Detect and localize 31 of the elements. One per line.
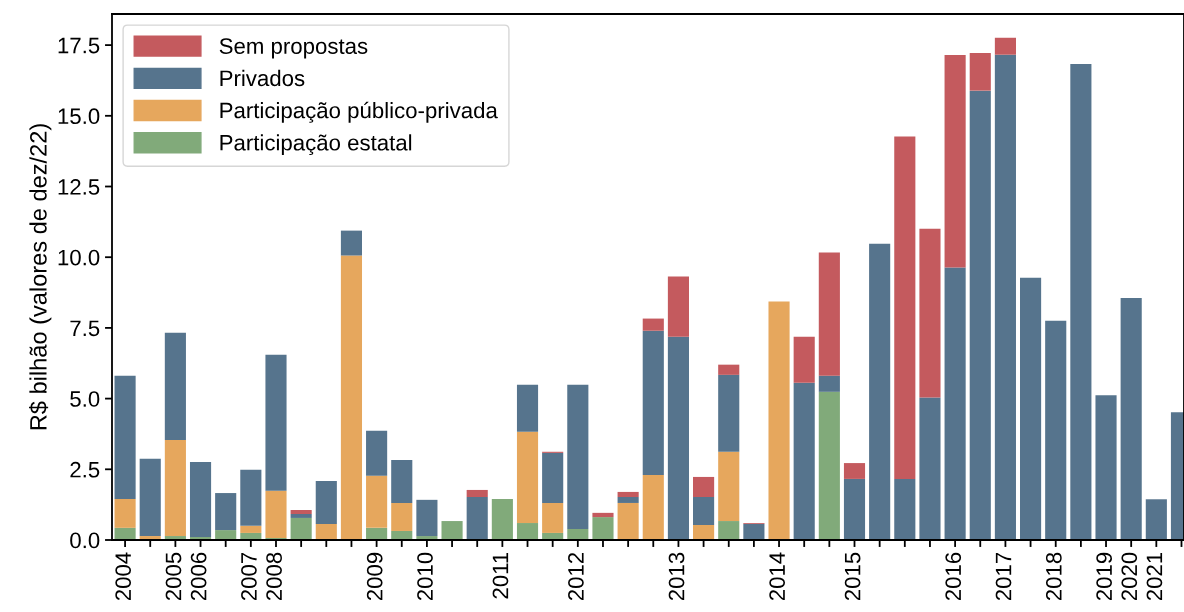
legend-label: Participação público-privada [220,101,498,123]
x-tick-label: 2006 [190,552,207,601]
y-tick-label: 2.5 [70,461,100,478]
x-tick-label: 2016 [945,552,962,601]
x-tick-label: 2013 [668,552,685,601]
y-tick-label: 0.0 [70,532,100,549]
x-tick-label: 2020 [1121,552,1138,601]
x-tick-label: 2021 [1146,552,1163,601]
x-tick-label: 2010 [417,552,433,601]
x-tick-label: 2012 [568,552,584,601]
y-tick-label: 10.0 [58,249,100,266]
y-tick-label: 5.0 [70,391,100,407]
x-tick-label: 2019 [1096,552,1112,601]
x-tick-label: 2011 [492,552,509,599]
x-tick-label: 2017 [995,552,1012,601]
x-tick-label: 2005 [165,552,182,601]
x-tick-label: 2015 [844,552,861,601]
y-axis-title: R$ bilhão (valores de dez/22) [29,124,52,430]
legend-label: Sem propostas [219,38,368,59]
x-tick-label: 2018 [1045,552,1062,601]
y-tick-label: 15.0 [58,108,100,125]
y-tick-label: 7.5 [70,320,100,337]
x-tick-label: 2009 [366,552,383,601]
y-tick-label: 12.5 [58,179,100,195]
y-tick-label: 17.5 [58,37,100,54]
legend-label: Privados [220,69,305,87]
legend-label: Participação estatal [220,134,412,156]
x-tick-label: 2004 [115,552,132,601]
x-tick-label: 2008 [266,552,282,601]
x-tick-label: 2007 [241,552,257,601]
x-tick-label: 2014 [769,552,786,601]
